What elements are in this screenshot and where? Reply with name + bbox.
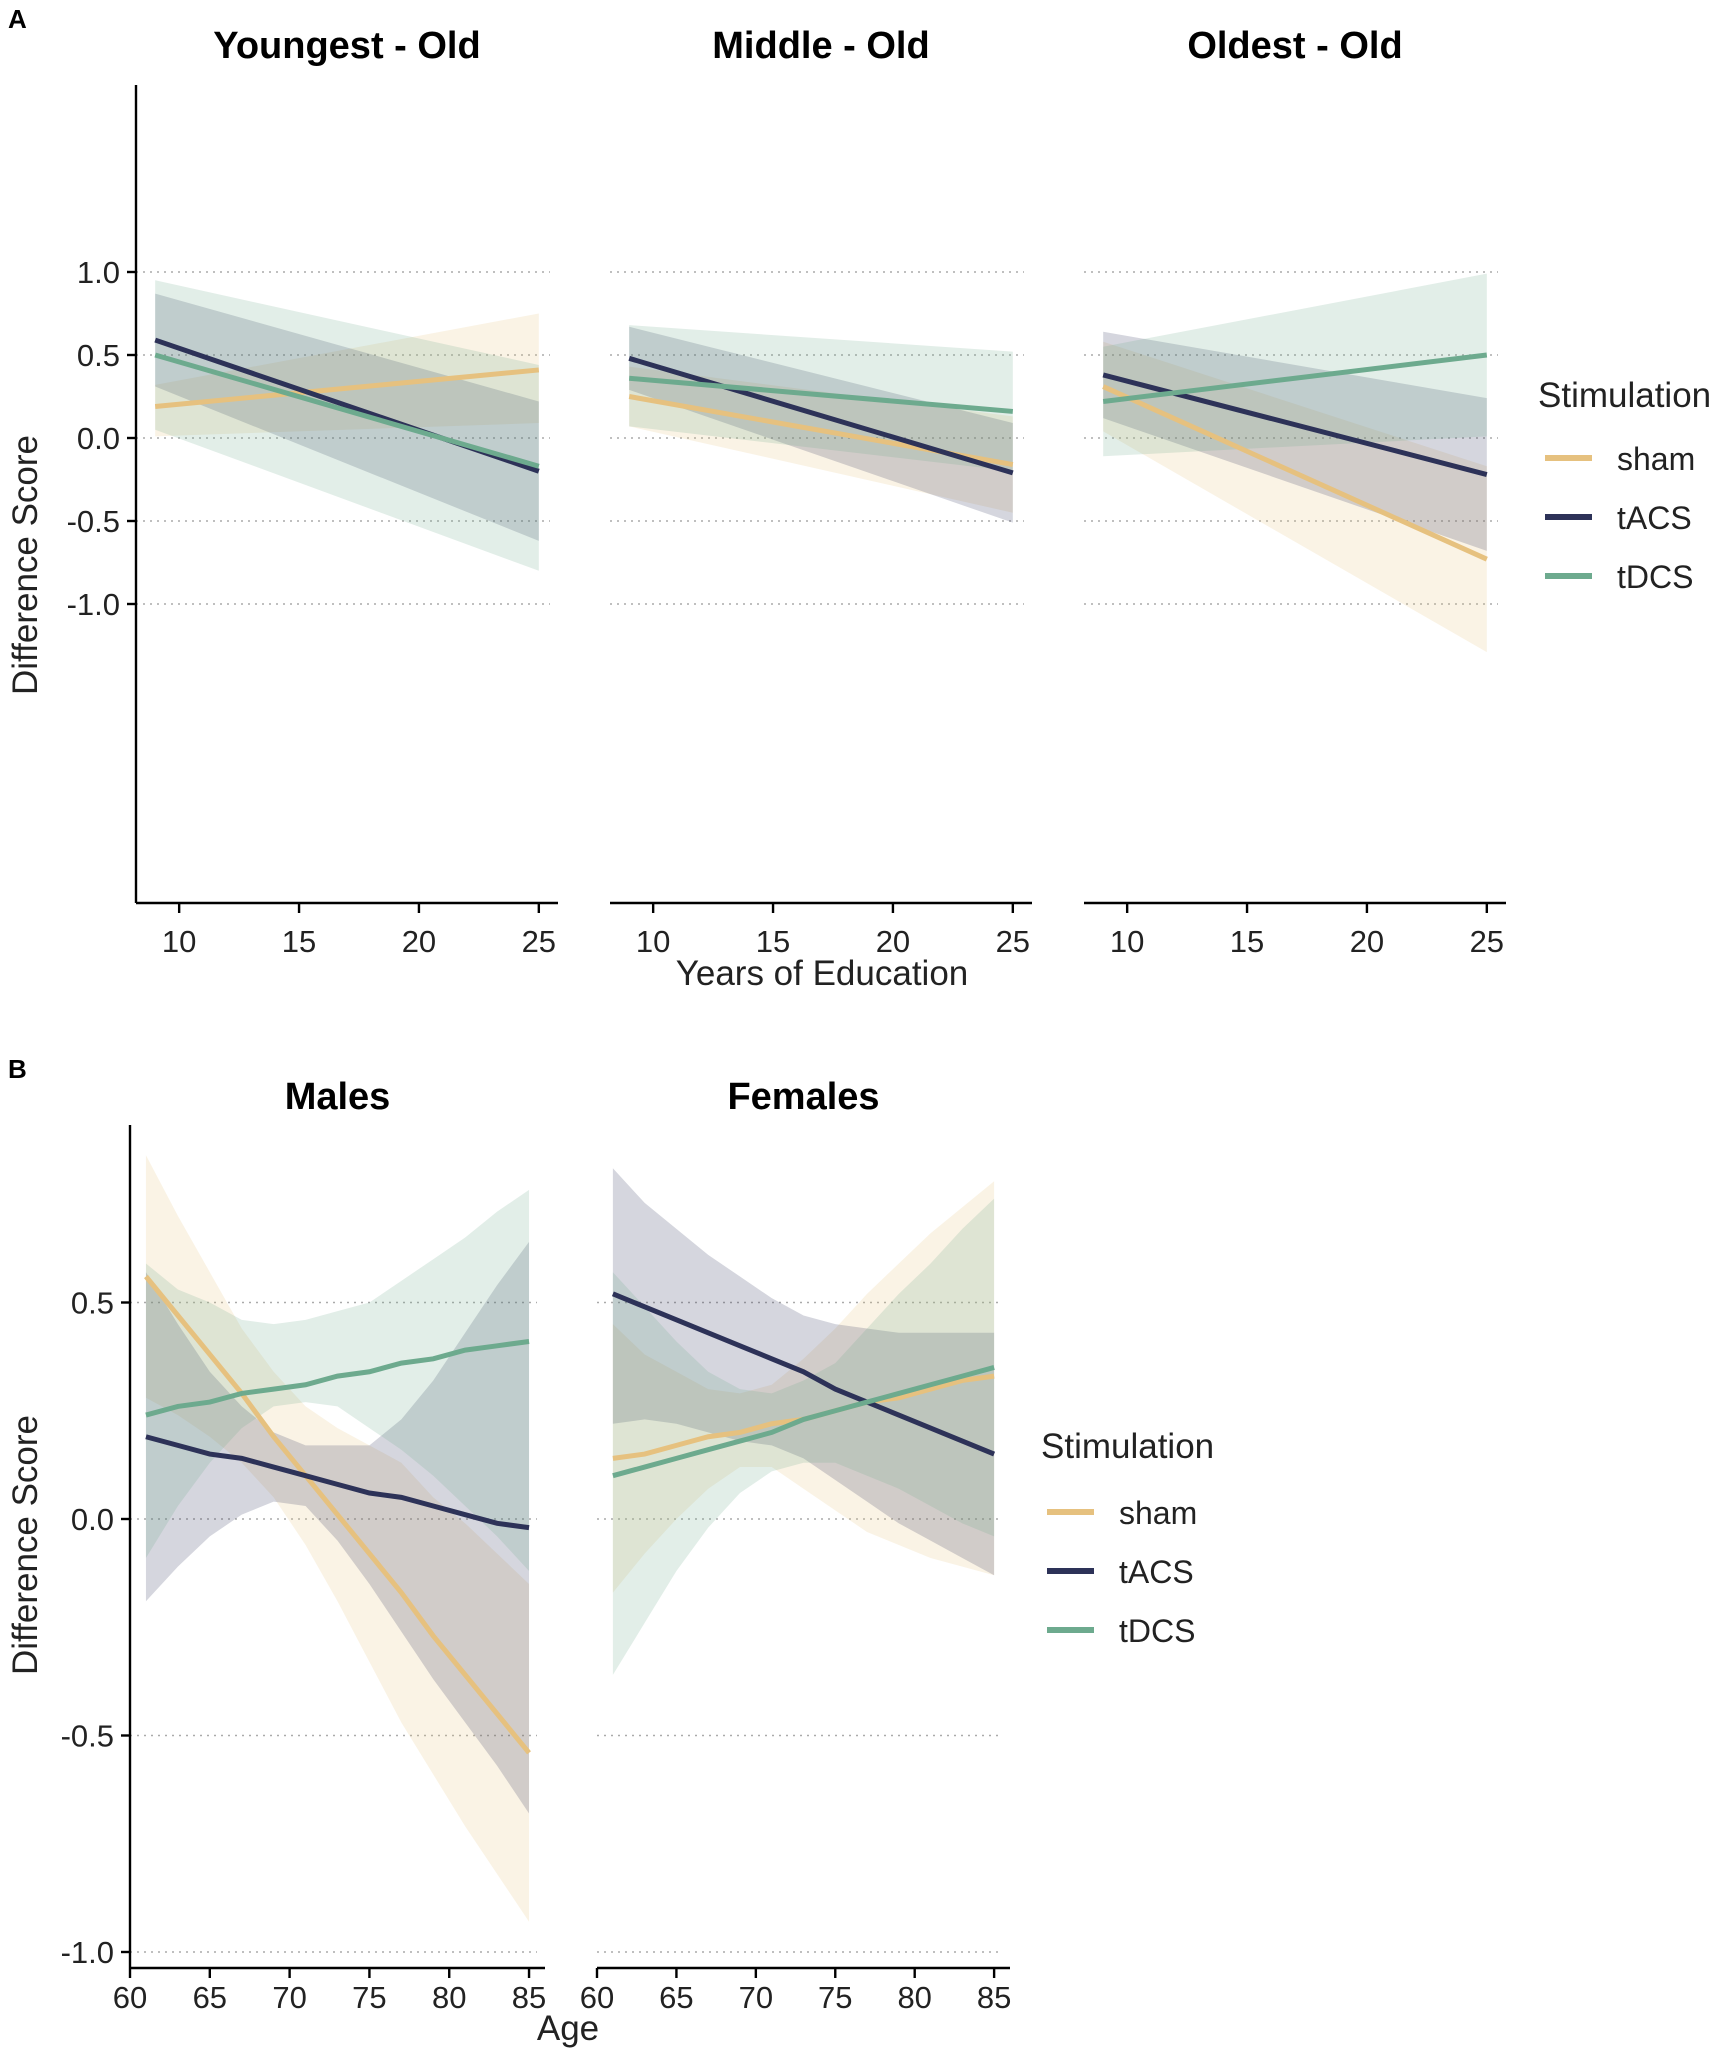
panel-a-legend: Stimulation sham tACS tDCS xyxy=(1538,376,1711,595)
ribbon-sham xyxy=(1103,341,1487,653)
x-tick-label: 75 xyxy=(352,1980,386,2015)
oldest-old-title: Oldest - Old xyxy=(1187,25,1402,67)
x-tick-label: 75 xyxy=(818,1980,852,2015)
x-tick-label: 70 xyxy=(739,1980,773,2015)
x-tick-label: 10 xyxy=(636,924,670,959)
x-tick-label: 60 xyxy=(113,1980,147,2015)
x-tick-label: 25 xyxy=(522,924,556,959)
x-tick-label: 80 xyxy=(897,1980,931,2015)
y-tick-label: 0.0 xyxy=(71,1502,114,1537)
legend-label-tdcs: tDCS xyxy=(1617,559,1693,595)
ribbon-sham xyxy=(612,1181,995,1593)
line-sham xyxy=(144,1274,531,1755)
ribbon-tacs xyxy=(629,326,1013,523)
x-tick-label: 25 xyxy=(1470,924,1504,959)
y-tick-label: -1.0 xyxy=(61,1935,114,1970)
x-tick-label: 20 xyxy=(876,924,910,959)
ribbon-tdcs xyxy=(145,1189,530,1571)
panel-b-letter: B xyxy=(8,1054,27,1084)
facet-males: Males 60 65 70 75 80 85 0.5 0.0 -0.5 -1.0 xyxy=(61,1076,547,2015)
x-tick-label: 15 xyxy=(282,924,316,959)
y-tick-label: 1.0 xyxy=(77,255,120,290)
x-tick-label: 20 xyxy=(1350,924,1384,959)
facet-youngest-old: Youngest - Old 10 15 20 25 1.0 0.5 0.0 -0.5 -1.0 xyxy=(67,25,558,959)
panel-b-legend-title: Stimulation xyxy=(1041,1427,1214,1466)
males-title: Males xyxy=(285,1076,391,1118)
ribbon-tdcs xyxy=(1103,273,1487,457)
facet-middle-old: Middle - Old 10 15 20 25 xyxy=(610,25,1032,959)
ribbon-tacs xyxy=(155,293,539,541)
line-tdcs xyxy=(145,1338,530,1418)
x-tick-label: 65 xyxy=(193,1980,227,2015)
line-tdcs xyxy=(628,375,1014,414)
x-tick-label: 15 xyxy=(756,924,790,959)
line-sham xyxy=(1102,384,1488,562)
ribbon-sham xyxy=(155,313,539,437)
facet-oldest-old: Oldest - Old 10 15 20 25 xyxy=(1084,25,1506,959)
y-tick-label: 0.5 xyxy=(71,1286,114,1321)
x-tick-label: 10 xyxy=(162,924,196,959)
legend-label-sham: sham xyxy=(1119,1495,1197,1531)
panel-b-x-axis-title: Age xyxy=(537,2009,599,2048)
y-tick-label: 0.0 xyxy=(77,421,120,456)
panel-a-y-axis-title: Difference Score xyxy=(6,435,45,695)
legend-label-tacs: tACS xyxy=(1617,500,1692,536)
line-sham xyxy=(154,367,540,409)
x-tick-label: 85 xyxy=(512,1980,546,2015)
panel-a-letter: A xyxy=(8,4,27,34)
x-tick-label: 10 xyxy=(1110,924,1144,959)
x-tick-label: 70 xyxy=(272,1980,306,2015)
x-tick-label: 15 xyxy=(1230,924,1264,959)
facet-females: Females 60 65 70 75 80 85 xyxy=(580,1076,1012,2015)
ribbon-tacs xyxy=(1103,331,1487,551)
y-tick-label: 0.5 xyxy=(77,338,120,373)
y-tick-label: -1.0 xyxy=(67,587,120,622)
youngest-old-title: Youngest - Old xyxy=(213,25,480,67)
x-tick-label: 80 xyxy=(432,1980,466,2015)
middle-old-title: Middle - Old xyxy=(712,25,929,67)
ribbon-tdcs xyxy=(629,325,1013,472)
x-tick-label: 20 xyxy=(402,924,436,959)
panel-a: A Youngest - Old 10 15 20 25 1.0 0.5 0.0 -0.5 -1.… xyxy=(6,4,1711,993)
line-tacs xyxy=(611,1291,996,1457)
x-tick-label: 65 xyxy=(659,1980,693,2015)
x-tick-label: 60 xyxy=(580,1980,614,2015)
x-tick-label: 25 xyxy=(996,924,1030,959)
y-tick-label: -0.5 xyxy=(61,1719,114,1754)
legend-label-tdcs: tDCS xyxy=(1119,1613,1195,1649)
panel-a-x-axis-title: Years of Education xyxy=(676,954,969,993)
panel-a-legend-title: Stimulation xyxy=(1538,376,1711,415)
panel-b: B Males 60 65 70 75 80 85 0.5 0.0 -0.5 -1.0 Female… xyxy=(6,1054,1214,2048)
y-tick-label: -0.5 xyxy=(67,504,120,539)
ribbon-sham xyxy=(629,366,1013,513)
legend-label-sham: sham xyxy=(1617,441,1695,477)
females-title: Females xyxy=(727,1076,879,1118)
panel-b-legend: Stimulation sham tACS tDCS xyxy=(1041,1427,1214,1649)
line-tdcs xyxy=(154,352,540,469)
x-tick-label: 85 xyxy=(977,1980,1011,2015)
line-tdcs xyxy=(1102,352,1488,404)
panel-b-y-axis-title: Difference Score xyxy=(6,1415,45,1675)
ribbon-tacs xyxy=(145,1241,530,1814)
ribbon-tdcs xyxy=(155,280,539,571)
ribbon-tdcs xyxy=(612,1198,995,1675)
line-tacs xyxy=(628,355,1014,476)
line-tacs xyxy=(145,1434,530,1531)
ribbon-sham xyxy=(145,1155,530,1922)
line-tdcs xyxy=(612,1365,995,1479)
legend-label-tacs: tACS xyxy=(1119,1554,1194,1590)
